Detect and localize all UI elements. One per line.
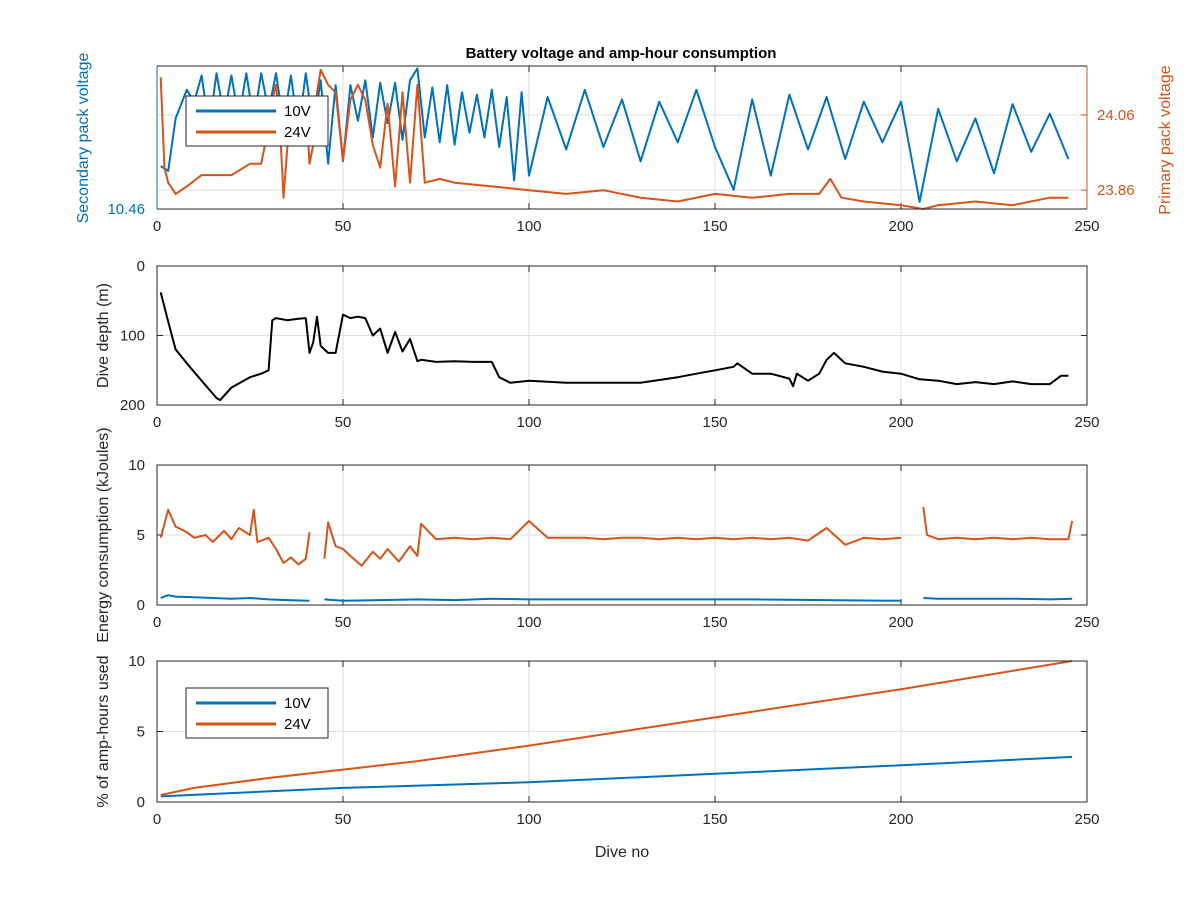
x-tick-label: 50: [335, 218, 352, 235]
x-tick-label: 50: [335, 614, 352, 631]
y-axis-label: Dive depth (m): [95, 283, 112, 388]
x-tick-label: 200: [888, 614, 913, 631]
series-line-10v: [160, 67, 1070, 203]
y-tick-label: 10: [128, 653, 145, 670]
legend-label-24v: 24V: [284, 716, 311, 733]
y-axis-label: % of amp-hours used: [95, 655, 112, 807]
y-right-tick-label: 23.86: [1097, 182, 1135, 199]
axes-frame: [156, 265, 1088, 406]
x-tick-label: 150: [702, 811, 727, 828]
y-axis-label: Energy consumption (kJoules): [95, 427, 112, 642]
y-tick-label: 5: [137, 724, 145, 741]
legend-box: [185, 687, 329, 739]
y-tick-label: 0: [137, 258, 145, 275]
x-tick-label: 200: [888, 218, 913, 235]
y-tick-label: 10: [128, 457, 145, 474]
x-tick-label: 250: [1074, 414, 1099, 431]
x-tick-label: 0: [153, 614, 161, 631]
x-tick-label: 100: [516, 414, 541, 431]
x-tick-label: 150: [702, 218, 727, 235]
x-tick-label: 100: [516, 811, 541, 828]
x-tick-label: 200: [888, 414, 913, 431]
y-tick-label: 100: [120, 328, 145, 345]
series-line: [159, 292, 1069, 402]
x-tick-label: 100: [516, 614, 541, 631]
legend-label-24v: 24V: [284, 124, 311, 141]
y-left-axis-label: Secondary pack voltage: [75, 53, 92, 224]
x-tick-label: 250: [1074, 614, 1099, 631]
x-tick-label: 50: [335, 414, 352, 431]
axes-frame: [156, 660, 1088, 803]
x-tick-label: 0: [153, 811, 161, 828]
series-line-10v: [160, 755, 1073, 798]
y-left-tick-label: 10.46: [107, 201, 145, 218]
x-tick-label: 250: [1074, 218, 1099, 235]
y-right-axis-label: Primary pack voltage: [1157, 65, 1174, 214]
series-line-24v: [159, 68, 1069, 210]
x-tick-label: 0: [153, 218, 161, 235]
series-line-24v: [160, 660, 1073, 796]
legend-label-10v: 10V: [284, 103, 311, 120]
figure-title: Battery voltage and amp-hour consumption: [466, 45, 777, 62]
series-line-24v: [159, 506, 1074, 567]
x-tick-label: 150: [702, 614, 727, 631]
x-tick-label: 100: [516, 218, 541, 235]
y-right-tick-label: 24.06: [1097, 107, 1135, 124]
axes-frame: [156, 464, 1088, 606]
voltage-panel: 0 50 100 150 200 250 10.46 23.86 24.06 10V 24V Seco…: [75, 53, 1174, 235]
y-tick-label: 0: [137, 597, 145, 614]
series-line-10v: [160, 594, 1073, 602]
legend-label-10v: 10V: [284, 695, 311, 712]
energy-panel: 0 50 100 150 200 250 0 5 10 Energy consumption (k…: [95, 427, 1100, 642]
x-tick-label: 50: [335, 811, 352, 828]
x-tick-label: 250: [1074, 811, 1099, 828]
x-tick-label: 200: [888, 811, 913, 828]
y-tick-label: 5: [137, 527, 145, 544]
legend-box: [185, 95, 329, 147]
y-tick-label: 0: [137, 794, 145, 811]
x-tick-label: 0: [153, 414, 161, 431]
x-tick-label: 150: [702, 414, 727, 431]
y-tick-label: 200: [120, 397, 145, 414]
x-axis-label: Dive no: [595, 844, 649, 861]
depth-panel: 0 50 100 150 200 250 0 100 200 Dive depth (m): [95, 258, 1100, 431]
amp-hours-panel: 0 50 100 150 200 250 0 5 10 10V 24V % of amp-hours …: [95, 653, 1100, 861]
